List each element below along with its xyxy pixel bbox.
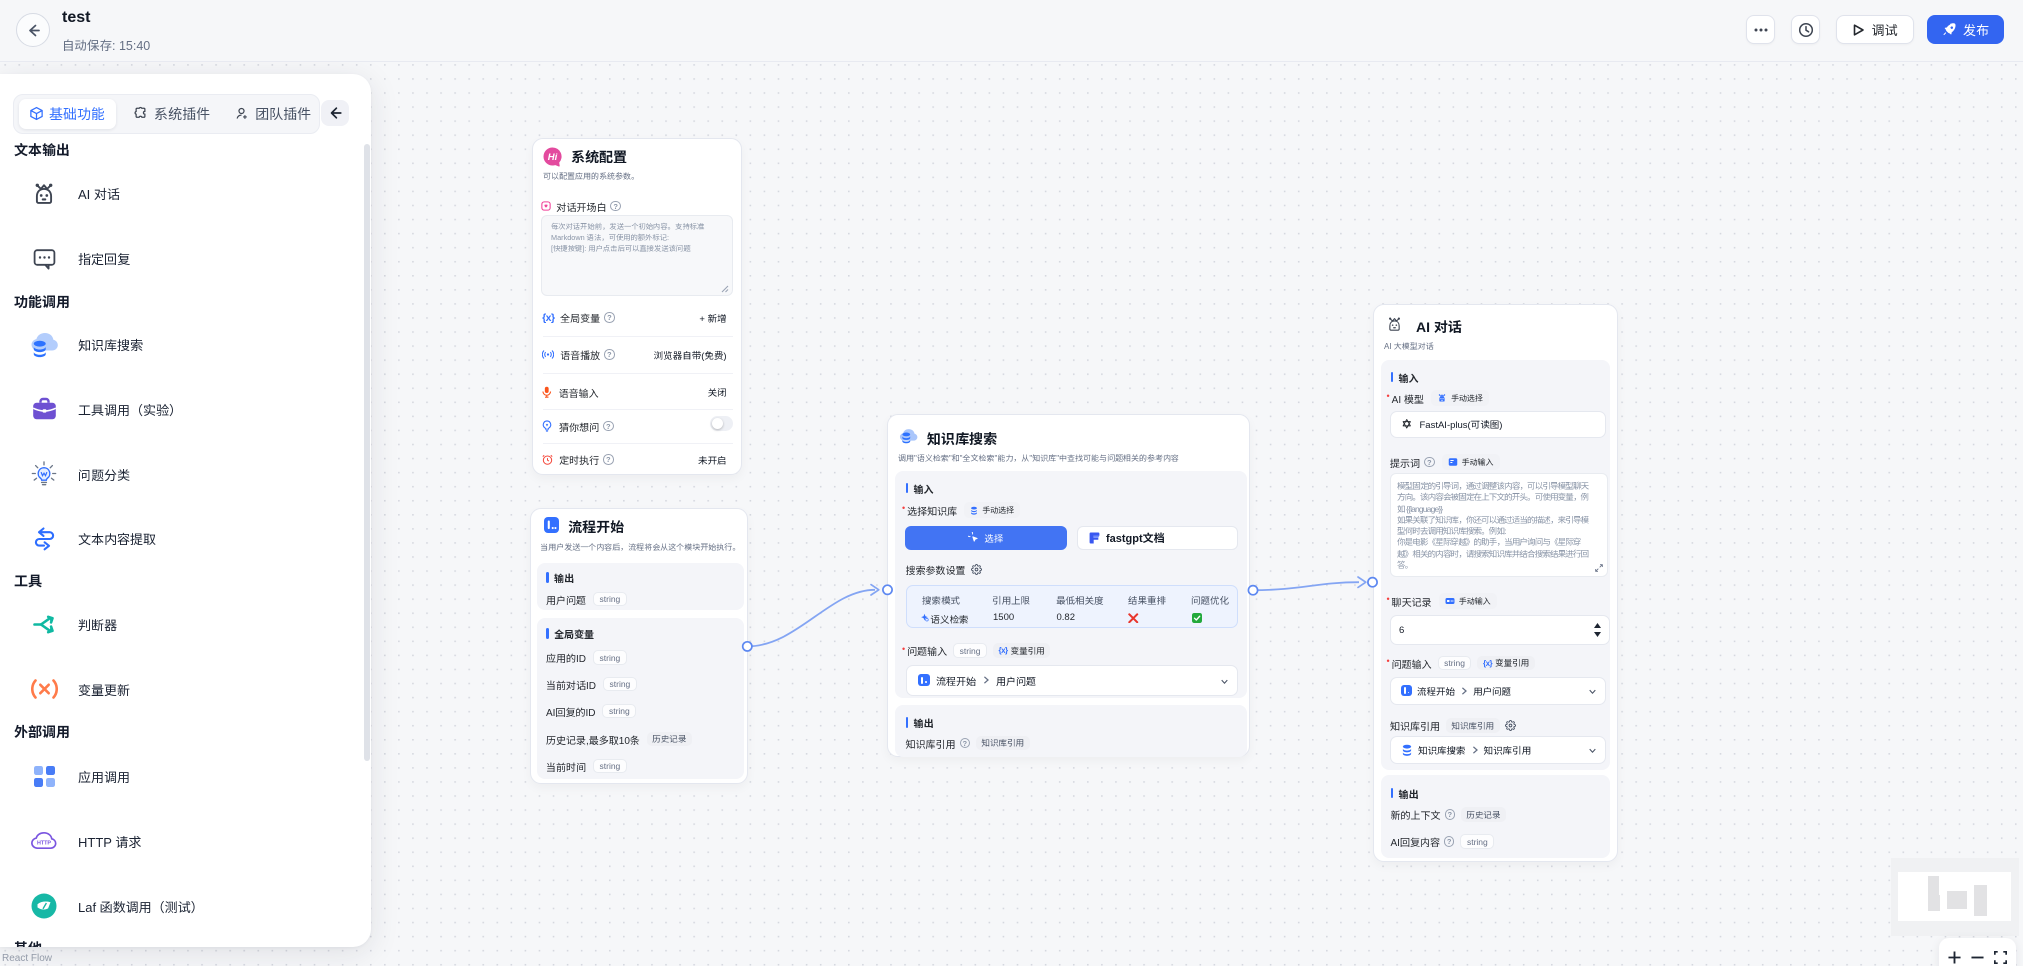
svg-text:HTTP: HTTP	[37, 840, 51, 846]
svg-text:Hi: Hi	[548, 151, 558, 162]
